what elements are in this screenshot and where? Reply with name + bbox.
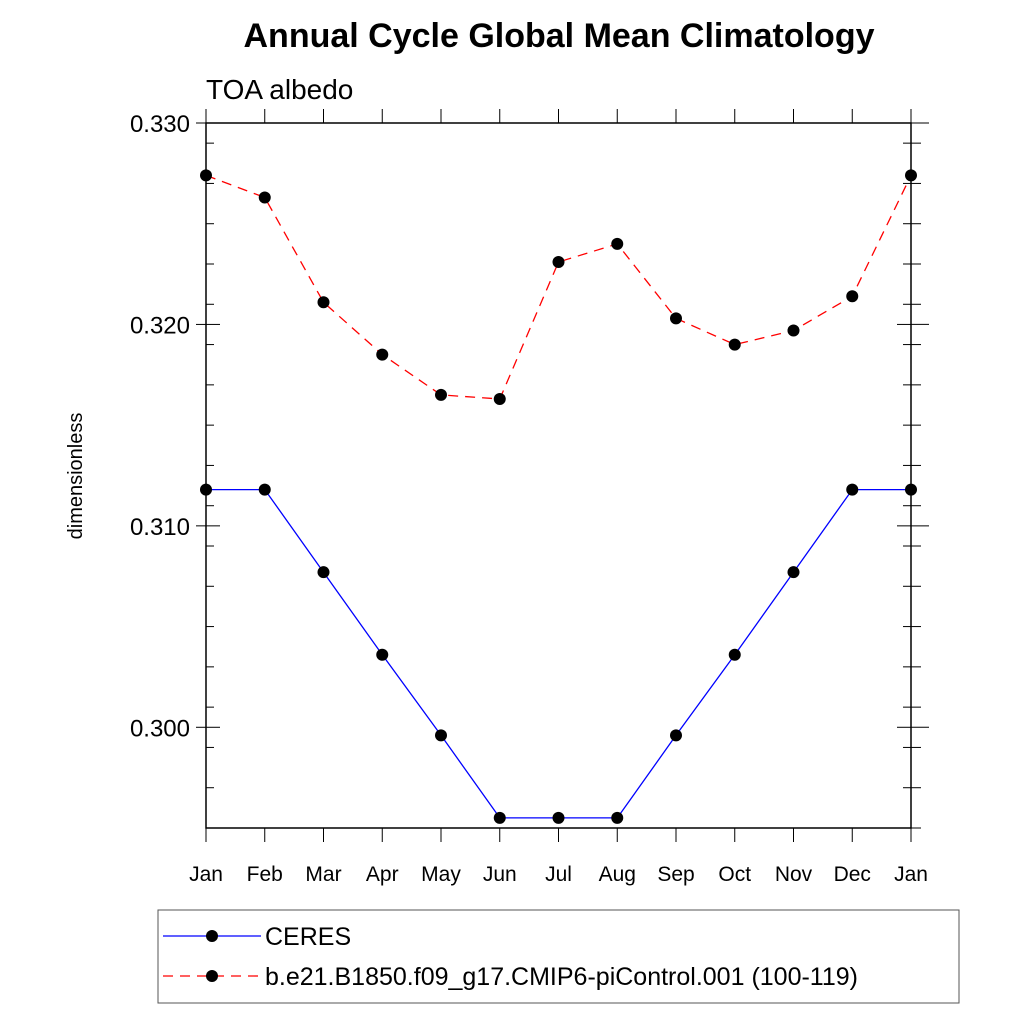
data-point-series-0 [728, 648, 741, 661]
data-point-series-0 [376, 648, 389, 661]
data-point-series-0 [611, 811, 624, 824]
plot-frame [205, 122, 912, 829]
data-point-series-1 [317, 296, 330, 309]
y-tick-label: 0.320 [130, 312, 190, 339]
data-point-series-1 [728, 338, 741, 351]
data-point-series-1 [552, 255, 565, 268]
data-point-series-1 [846, 290, 859, 303]
data-point-series-0 [552, 811, 565, 824]
x-tick-label: Feb [247, 863, 283, 886]
x-tick-label: Nov [775, 863, 813, 886]
legend-marker-0 [206, 930, 218, 942]
data-point-series-1 [670, 312, 682, 325]
legend-label-0: CERES [265, 923, 351, 951]
y-tick-label: 0.310 [130, 514, 190, 541]
x-tick-label: Jan [894, 863, 928, 886]
legend-label-1: b.e21.B1850.f09_g17.CMIP6-piControl.001 … [265, 963, 858, 991]
data-point-series-0 [435, 729, 447, 742]
legend: CERES b.e21.B1850.f09_g17.CMIP6-piControl… [157, 909, 960, 1004]
y-tick-label: 0.300 [130, 715, 190, 742]
y-axis-label: dimensionless [65, 413, 87, 540]
data-point-series-1 [787, 324, 800, 337]
x-tick-label: May [421, 863, 461, 886]
data-point-series-1 [611, 237, 624, 250]
axis-ticks: 0.300 0.310 0.320 0.330 Jan Feb Mar Apr May Jun Ju… [130, 109, 929, 886]
data-point-series-0 [493, 811, 506, 824]
x-tick-label: Sep [657, 863, 694, 886]
x-tick-label: Jun [483, 863, 517, 886]
series-line-1 [205, 174, 912, 400]
plot-series [200, 169, 917, 824]
x-tick-label: Mar [305, 863, 341, 886]
x-tick-label: Dec [834, 863, 871, 886]
chart-title: Annual Cycle Global Mean Climatology [244, 17, 875, 55]
data-point-series-0 [258, 483, 271, 496]
data-point-series-1 [493, 392, 506, 405]
data-point-series-1 [258, 191, 271, 204]
data-point-series-0 [317, 566, 330, 579]
data-point-series-0 [670, 729, 682, 742]
x-tick-label: Jul [545, 863, 572, 886]
x-tick-label: Oct [718, 863, 751, 886]
x-tick-label: Jan [189, 863, 223, 886]
series-line-0 [206, 488, 911, 819]
y-tick-label: 0.330 [130, 111, 190, 138]
data-point-series-0 [787, 566, 800, 579]
x-tick-label: Apr [366, 863, 399, 886]
legend-marker-1 [206, 970, 218, 982]
data-point-series-0 [846, 483, 859, 496]
legend-box [157, 909, 960, 1004]
chart-subtitle: TOA albedo [206, 74, 353, 105]
x-tick-label: Aug [599, 863, 636, 886]
data-point-series-1 [435, 388, 447, 401]
data-point-series-1 [376, 348, 389, 361]
